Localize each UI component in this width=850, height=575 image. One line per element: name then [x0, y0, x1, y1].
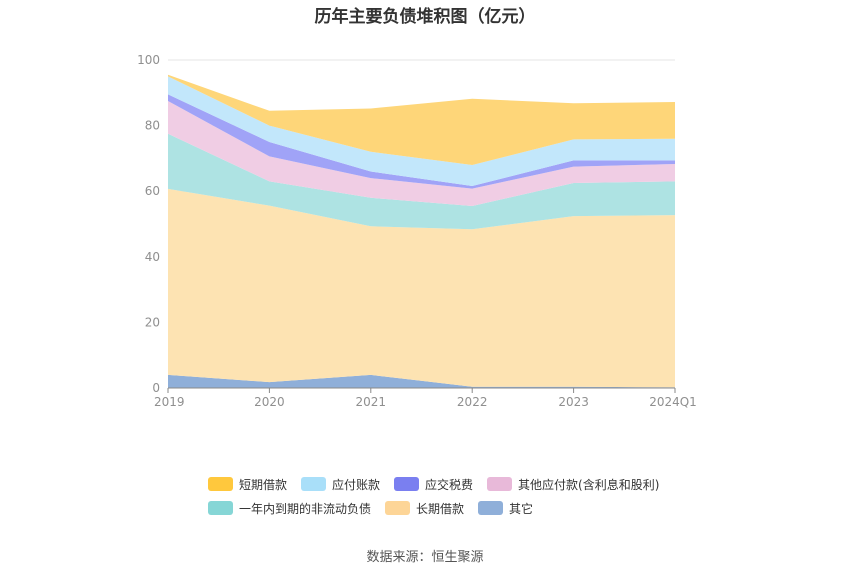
- legend-item[interactable]: 短期借款: [208, 476, 287, 493]
- legend-swatch: [208, 501, 233, 515]
- legend-label: 应交税费: [425, 477, 474, 492]
- y-tick-label: 80: [145, 119, 160, 133]
- area-series-短期借款: [168, 74, 675, 165]
- area-series-其它: [168, 374, 675, 388]
- chart-legend: 短期借款 应付账款 应交税费 其他应付款(含利息和股利) 一年内到期的非流动负债 长期借…: [208, 472, 678, 520]
- legend-swatch: [478, 501, 504, 515]
- y-tick-label: 20: [145, 315, 160, 329]
- area-series-长期借款: [168, 188, 675, 388]
- x-tick-label: 2022: [457, 395, 488, 409]
- legend-swatch: [385, 501, 411, 515]
- legend-swatch: [301, 477, 327, 491]
- legend-swatch: [487, 477, 513, 491]
- area-series-应付账款: [168, 76, 675, 186]
- chart-title: 历年主要负债堆积图（亿元）: [314, 7, 536, 27]
- legend-swatch: [208, 477, 233, 491]
- y-tick-label: 0: [152, 381, 160, 395]
- legend-label: 其它: [509, 501, 534, 516]
- y-tick-label: 100: [137, 53, 160, 67]
- legend-label: 应付账款: [332, 477, 381, 492]
- legend-item[interactable]: 其他应付款(含利息和股利): [487, 476, 659, 493]
- x-tick-label: 2023: [558, 395, 589, 409]
- legend-item[interactable]: 应付账款: [301, 476, 380, 493]
- area-series-其他应付款(含利息和股利): [168, 101, 675, 206]
- legend-item[interactable]: 应交税费: [394, 476, 473, 493]
- legend-item[interactable]: 一年内到期的非流动负债: [208, 500, 371, 517]
- legend-label: 其他应付款(含利息和股利): [518, 477, 660, 492]
- legend-label: 一年内到期的非流动负债: [239, 501, 372, 516]
- x-tick-label: 2020: [254, 395, 285, 409]
- y-tick-label: 40: [145, 250, 160, 264]
- legend-label: 短期借款: [239, 477, 288, 492]
- x-tick-label: 2019: [154, 395, 185, 409]
- legend-item[interactable]: 其它: [478, 500, 533, 517]
- x-tick-label: 2021: [356, 395, 387, 409]
- legend-swatch: [394, 477, 420, 491]
- legend-item[interactable]: 长期借款: [385, 500, 464, 517]
- stacked-area-chart: 0 20 40 60 80 100 2019 2020 2021 2022 2023 2024Q1: [137, 53, 697, 409]
- data-source-note: 数据来源：恒生聚源: [366, 550, 484, 565]
- area-series-一年内到期的非流动负债: [168, 133, 675, 230]
- legend-label: 长期借款: [416, 501, 465, 516]
- y-tick-label: 60: [145, 184, 160, 198]
- x-tick-label: 2024Q1: [649, 395, 697, 409]
